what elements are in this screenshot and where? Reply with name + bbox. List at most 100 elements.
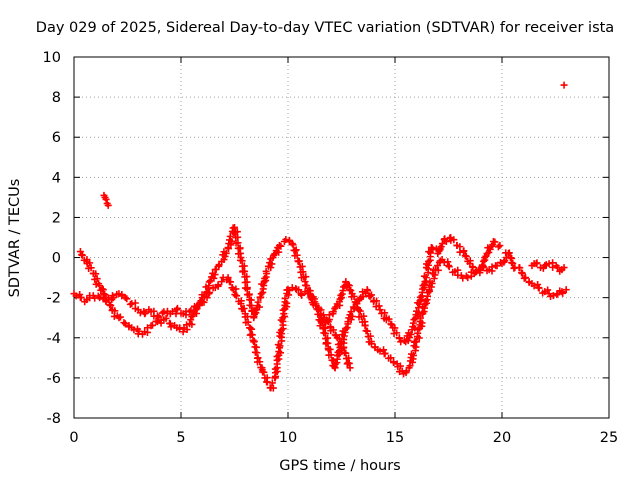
data-point — [302, 281, 310, 289]
data-point — [288, 284, 296, 292]
data-point — [340, 349, 348, 357]
data-point — [255, 303, 263, 311]
data-point — [153, 312, 161, 320]
data-point — [283, 299, 291, 307]
data-point — [329, 326, 337, 334]
data-point — [275, 248, 283, 256]
data-point — [533, 259, 541, 267]
data-point — [508, 259, 516, 267]
data-point — [522, 274, 530, 282]
data-point — [320, 329, 328, 337]
data-point — [541, 262, 549, 270]
data-point — [268, 260, 276, 268]
data-point — [496, 242, 504, 250]
data-point — [338, 345, 346, 353]
data-point — [396, 362, 404, 370]
data-point — [282, 236, 290, 244]
data-point — [356, 307, 364, 315]
data-point — [78, 251, 86, 259]
data-point — [428, 279, 436, 287]
data-point — [277, 242, 285, 250]
y-tick-label: -4 — [47, 331, 61, 347]
data-point — [360, 312, 368, 320]
data-point — [168, 307, 176, 315]
data-point — [422, 274, 430, 282]
data-point — [288, 240, 296, 248]
data-point — [506, 254, 514, 262]
data-point — [309, 293, 317, 301]
data-point — [240, 305, 248, 313]
data-point — [256, 358, 264, 366]
data-point — [419, 282, 427, 290]
data-point — [279, 306, 287, 314]
data-point — [294, 257, 302, 265]
y-tick-label: 0 — [52, 251, 61, 267]
data-point — [334, 348, 342, 356]
data-point — [559, 289, 567, 297]
data-point — [390, 358, 398, 366]
data-point — [331, 360, 339, 368]
data-point — [273, 353, 281, 361]
data-point — [464, 274, 472, 282]
data-point — [476, 266, 484, 274]
y-axis-ticks: -8 -6 -4 -2 0 2 4 6 8 10 — [43, 50, 609, 427]
data-point — [279, 314, 287, 322]
data-point — [109, 294, 117, 302]
data-point — [246, 301, 254, 309]
data-point — [210, 274, 218, 282]
data-point — [402, 369, 410, 377]
data-point — [231, 223, 238, 231]
data-point — [562, 286, 570, 294]
data-point — [244, 318, 252, 326]
series-track-d — [316, 238, 504, 378]
data-point — [92, 270, 100, 278]
data-point — [409, 351, 417, 359]
plot-border — [73, 56, 610, 419]
data-point — [268, 379, 276, 387]
data-point — [494, 243, 502, 251]
data-point — [326, 345, 334, 353]
data-point — [393, 329, 401, 337]
data-point — [121, 320, 129, 328]
data-point — [214, 282, 222, 290]
data-point — [257, 290, 265, 298]
data-point — [461, 252, 469, 260]
data-point — [416, 293, 424, 301]
data-point — [120, 319, 128, 327]
data-point — [148, 321, 156, 329]
y-tick-label: -2 — [47, 291, 61, 307]
data-point — [77, 293, 85, 301]
data-point — [346, 364, 354, 372]
data-point — [277, 326, 285, 334]
data-point — [325, 311, 333, 319]
data-point — [188, 313, 196, 321]
x-tick-label: 25 — [600, 430, 618, 446]
data-point — [218, 278, 226, 286]
x-tick-label: 5 — [176, 430, 185, 446]
y-tick-label: 6 — [52, 130, 61, 146]
data-point — [385, 315, 393, 323]
x-tick-label: 15 — [386, 430, 404, 446]
data-point — [346, 286, 354, 294]
data-point — [327, 351, 335, 359]
data-point — [488, 242, 496, 250]
series-track-e — [515, 264, 570, 300]
data-point — [118, 291, 126, 299]
data-point — [445, 263, 453, 271]
y-tick-label: 4 — [52, 170, 61, 186]
data-point — [123, 295, 131, 303]
data-point — [293, 251, 301, 259]
y-tick-label: 10 — [43, 50, 61, 66]
data-point — [104, 201, 112, 209]
data-point — [222, 249, 230, 257]
data-point — [215, 262, 223, 270]
data-point — [478, 261, 486, 269]
data-point — [315, 304, 323, 312]
data-point — [438, 240, 446, 248]
data-point — [350, 292, 358, 300]
data-point — [141, 309, 149, 317]
data-point — [316, 310, 324, 318]
data-point — [376, 306, 384, 314]
data-point — [351, 298, 359, 306]
